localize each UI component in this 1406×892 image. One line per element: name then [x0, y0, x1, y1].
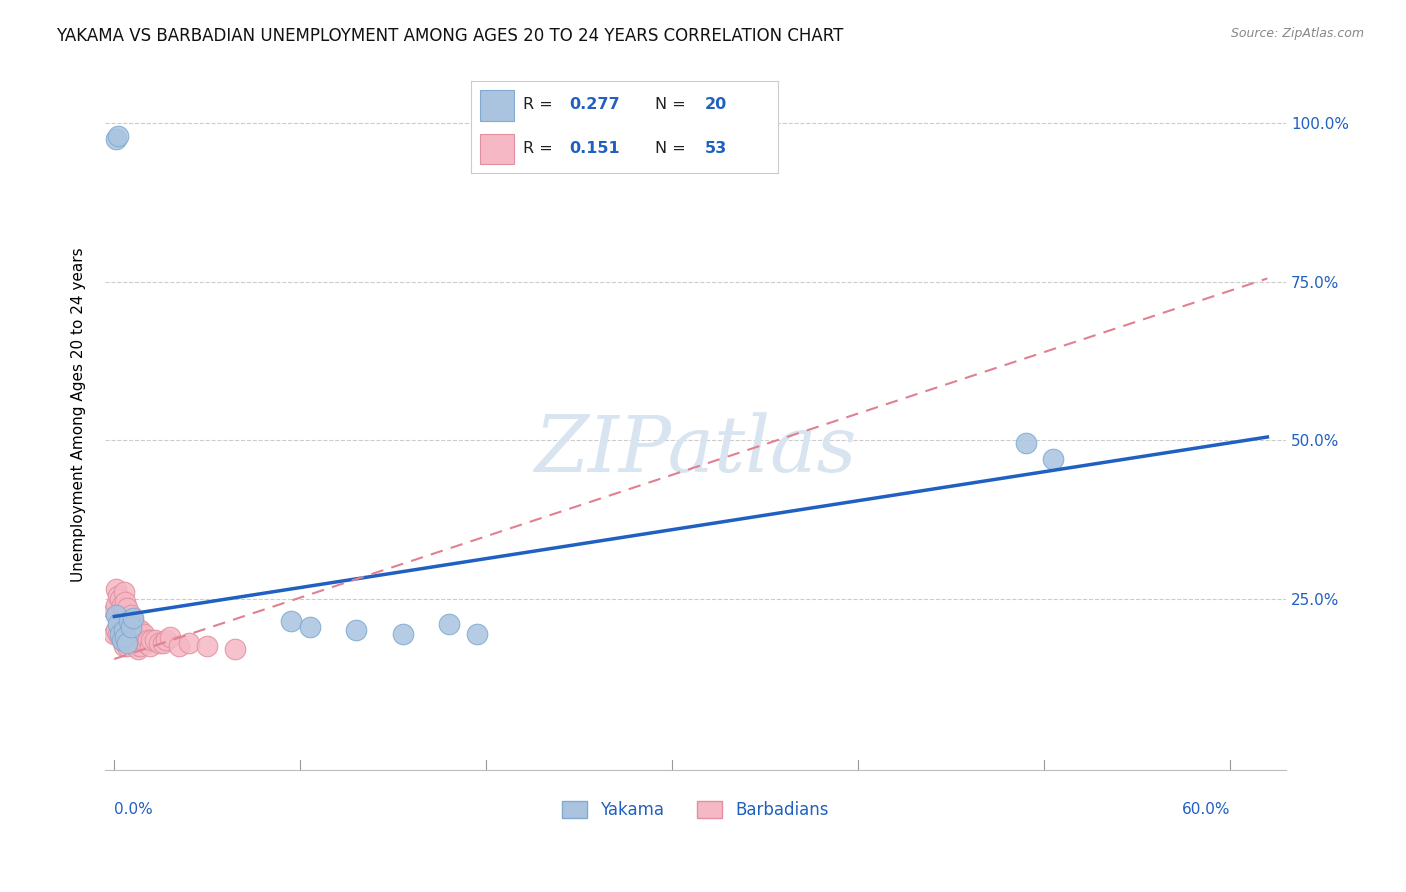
Point [148, 636, 170, 650]
Point [108, 626, 131, 640]
Text: YAKAMA VS BARBADIAN UNEMPLOYMENT AMONG AGES 20 TO 24 YEARS CORRELATION CHART: YAKAMA VS BARBADIAN UNEMPLOYMENT AMONG A… [56, 27, 844, 45]
Point [105, 607, 128, 622]
Point [112, 620, 135, 634]
Point [118, 614, 141, 628]
Point [107, 128, 129, 143]
Point [114, 595, 136, 609]
Point [117, 640, 139, 654]
Point [114, 614, 136, 628]
Point [118, 614, 141, 628]
Point [120, 620, 142, 634]
Point [112, 601, 135, 615]
Point [105, 624, 128, 638]
Point [169, 640, 191, 654]
Point [152, 636, 174, 650]
Point [135, 636, 157, 650]
Point [344, 624, 367, 638]
Point [129, 624, 152, 638]
Point [143, 632, 166, 647]
Point [465, 626, 488, 640]
Point [124, 640, 146, 654]
Point [112, 585, 135, 599]
Point [132, 626, 155, 640]
Point [391, 626, 413, 640]
Point [105, 582, 128, 597]
Point [1042, 452, 1064, 467]
Point [124, 620, 146, 634]
Point [103, 604, 125, 618]
Point [114, 630, 136, 644]
Point [155, 632, 177, 647]
Point [298, 620, 321, 634]
Point [108, 611, 131, 625]
Point [125, 640, 148, 654]
Point [224, 642, 246, 657]
Point [103, 626, 125, 640]
Point [108, 630, 131, 644]
Point [131, 632, 153, 647]
Point [127, 626, 149, 640]
Point [112, 640, 135, 654]
Point [138, 640, 160, 654]
Point [117, 620, 139, 634]
Text: ZIPatlas: ZIPatlas [534, 412, 856, 489]
Point [159, 630, 181, 644]
Point [112, 624, 135, 638]
Text: Source: ZipAtlas.com: Source: ZipAtlas.com [1230, 27, 1364, 40]
Point [107, 626, 129, 640]
Point [122, 632, 145, 647]
Point [105, 598, 128, 612]
Point [195, 640, 218, 654]
Point [114, 632, 136, 647]
Point [120, 626, 142, 640]
Point [280, 614, 302, 628]
Point [122, 614, 145, 628]
Point [107, 589, 129, 603]
Point [120, 607, 142, 622]
Legend: Yakama, Barbadians: Yakama, Barbadians [555, 794, 837, 826]
Point [111, 632, 134, 647]
Point [136, 632, 159, 647]
Point [118, 632, 141, 647]
Point [117, 601, 139, 615]
Point [122, 611, 145, 625]
Point [111, 598, 134, 612]
Point [117, 636, 139, 650]
Point [111, 614, 134, 628]
Point [1014, 436, 1036, 450]
Point [125, 624, 148, 638]
Point [141, 632, 163, 647]
Point [107, 617, 129, 632]
Point [177, 636, 200, 650]
Point [127, 642, 149, 657]
Text: 0.0%: 0.0% [114, 802, 153, 817]
Point [107, 607, 129, 622]
Point [105, 132, 128, 146]
Text: 60.0%: 60.0% [1181, 802, 1230, 817]
Y-axis label: Unemployment Among Ages 20 to 24 years: Unemployment Among Ages 20 to 24 years [72, 247, 86, 582]
Point [108, 591, 131, 606]
Point [111, 632, 134, 647]
Point [129, 640, 152, 654]
Point [437, 617, 460, 632]
